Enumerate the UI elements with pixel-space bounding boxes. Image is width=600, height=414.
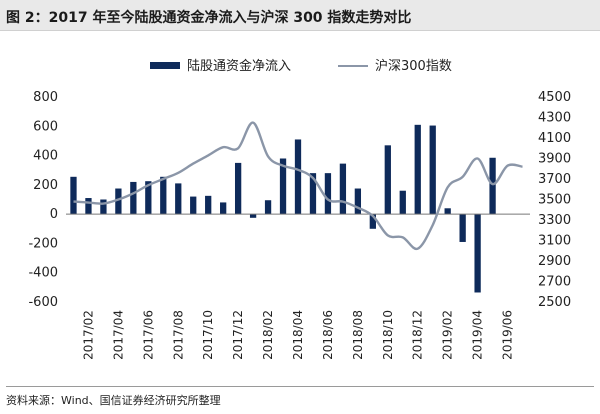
x-tick-label: 2019/04 <box>471 310 485 360</box>
y-right-tick-label: 3900 <box>538 152 571 167</box>
x-tick-label: 2018/12 <box>411 310 425 360</box>
x-tick-label: 2017/12 <box>231 310 245 360</box>
y-left-tick-label: 200 <box>33 178 58 193</box>
legend-line-label: 沪深300指数 <box>375 58 452 74</box>
bar-2017/11 <box>220 202 227 215</box>
bar-2019/01 <box>429 125 436 215</box>
bar-2019/02 <box>444 208 451 215</box>
bar-2018/08 <box>354 188 362 215</box>
source-divider <box>6 386 594 387</box>
bar-2017/08 <box>175 183 182 215</box>
bar-2019/04 <box>474 214 481 293</box>
bar-2018/03 <box>279 158 287 215</box>
y-left-tick-label: -200 <box>28 236 58 251</box>
bar-2017/09 <box>190 196 197 215</box>
y-right-tick-label: 3500 <box>538 193 571 208</box>
chart-svg: 陆股通资金净流入 沪深300指数 -600 -400 -200 0 200 400 600 800… <box>28 58 571 360</box>
title-bar: 图 2：2017 年至今陆股通资金净流入与沪深 300 指数走势对比 <box>0 0 600 31</box>
bar-2017/07 <box>160 176 167 215</box>
source-note: 资料来源：Wind、国信证券经济研究所整理 <box>6 394 221 407</box>
bar-2018/06 <box>324 173 332 215</box>
bar-2017/12 <box>234 162 242 215</box>
y-left-tick-label: -600 <box>28 295 58 310</box>
x-tick-label: 2019/06 <box>501 310 515 360</box>
x-tick-label: 2018/04 <box>291 310 305 360</box>
x-tick-label: 2017/04 <box>111 310 125 360</box>
bar-2018/01 <box>249 214 257 218</box>
x-tick-label: 2018/10 <box>381 310 395 360</box>
legend-bar-label: 陆股通资金净流入 <box>187 58 291 74</box>
y-right-tick-label: 3100 <box>538 234 571 249</box>
y-left-tick-label: 600 <box>33 119 58 134</box>
bar-2018/12 <box>414 124 421 215</box>
line-hs300 <box>73 121 523 251</box>
y-right-tick-label: 4500 <box>538 90 571 105</box>
y-left-tick-label: -400 <box>28 266 58 281</box>
y-right-tick-label: 4300 <box>538 111 571 126</box>
x-tick-label: 2017/06 <box>141 310 155 360</box>
bar-2017/01 <box>70 176 77 215</box>
bar-2017/05 <box>130 181 137 215</box>
bar-2017/03 <box>100 199 107 215</box>
bar-2017/10 <box>205 195 212 215</box>
bar-2018/07 <box>339 163 347 215</box>
x-tick-label: 2017/02 <box>82 310 96 360</box>
bar-2017/04 <box>115 188 122 215</box>
y-left-tick-label: 0 <box>50 207 58 222</box>
y-right-tick-label: 2500 <box>538 295 571 310</box>
x-tick-label: 2019/02 <box>441 310 455 360</box>
bar-2018/09 <box>369 214 376 229</box>
bar-2019/03 <box>459 214 466 242</box>
y-right-tick-label: 3700 <box>538 172 571 187</box>
y-right-tick-label: 2900 <box>538 254 571 269</box>
legend-bar-swatch <box>150 62 180 69</box>
x-tick-label: 2018/08 <box>351 310 365 360</box>
bar-2018/11 <box>399 190 406 215</box>
y-left-tick-label: 400 <box>33 149 58 164</box>
bar-2017/02 <box>85 198 92 215</box>
bar-2018/02 <box>264 200 272 215</box>
bar-2019/05 <box>489 157 496 215</box>
bar-2017/06 <box>145 181 152 215</box>
y-left-tick-label: 800 <box>33 90 58 105</box>
bar-2018/10 <box>384 145 391 215</box>
x-tick-label: 2018/02 <box>261 310 275 360</box>
x-tick-label: 2017/10 <box>201 310 215 360</box>
bar-2018/04 <box>294 139 302 215</box>
chart-title: 图 2：2017 年至今陆股通资金净流入与沪深 300 指数走势对比 <box>6 10 412 26</box>
x-tick-label: 2017/08 <box>171 310 185 360</box>
y-right-tick-label: 3300 <box>538 213 571 228</box>
x-tick-label: 2018/06 <box>321 310 335 360</box>
y-right-tick-label: 4100 <box>538 131 571 146</box>
y-right-tick-label: 2700 <box>538 275 571 290</box>
bar-2018/05 <box>309 173 317 215</box>
